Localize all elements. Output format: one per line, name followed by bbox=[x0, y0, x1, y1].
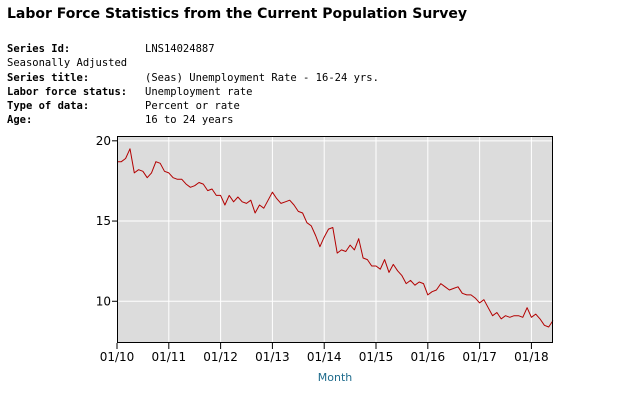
labor-force-status-label: Labor force status: bbox=[7, 85, 128, 98]
series-id-label: Series Id: bbox=[7, 43, 71, 55]
x-tick-label: 01/13 bbox=[255, 350, 290, 364]
x-tick-label: 01/15 bbox=[359, 350, 394, 364]
page-title: Labor Force Statistics from the Current … bbox=[7, 6, 467, 22]
series-group bbox=[117, 148, 554, 328]
y-tick-label: 10 bbox=[96, 294, 111, 308]
x-tick-label: 01/17 bbox=[462, 350, 497, 364]
x-tick-label: 01/16 bbox=[411, 350, 446, 364]
x-tick-label: 01/11 bbox=[152, 350, 187, 364]
series-info-row: Labor force status: Unemployment rate bbox=[7, 85, 252, 99]
series-id-value: LNS14024887 bbox=[145, 43, 215, 55]
plot-border bbox=[117, 136, 553, 343]
age-value: 16 to 24 years bbox=[145, 114, 234, 127]
labor-force-status-value: Unemployment rate bbox=[145, 85, 253, 98]
seasonally-adjusted-label: Seasonally Adjusted bbox=[7, 57, 128, 70]
y-tick-label: 15 bbox=[96, 214, 111, 228]
series-info-row: Series title: (Seas) Unemployment Rate -… bbox=[7, 71, 379, 85]
series-info-row: Seasonally Adjusted bbox=[7, 56, 145, 70]
x-tick-label: 01/18 bbox=[514, 350, 549, 364]
series-title-value: (Seas) Unemployment Rate - 16-24 yrs. bbox=[145, 71, 379, 84]
series-info-row: Type of data: Percent or rate bbox=[7, 99, 240, 113]
x-tick-label: 01/10 bbox=[100, 350, 135, 364]
series-info: Series Id: LNS14024887 Seasonally Adjust… bbox=[7, 42, 379, 128]
y-axis: 10 15 20 bbox=[96, 134, 117, 308]
type-of-data-label: Type of data: bbox=[7, 100, 90, 113]
series-info-row: Age: 16 to 24 years bbox=[7, 113, 234, 127]
series-info-row: Series Id: LNS14024887 bbox=[7, 42, 215, 56]
series-line bbox=[117, 148, 554, 328]
x-tick-label: 01/14 bbox=[307, 350, 342, 364]
y-tick-label: 20 bbox=[96, 134, 111, 148]
type-of-data-value: Percent or rate bbox=[145, 100, 240, 113]
x-axis-label: Month bbox=[318, 371, 353, 384]
series-title-label: Series title: bbox=[7, 71, 90, 84]
x-axis: 01/10 01/11 01/12 01/13 01/14 01/15 01/16 01/17… bbox=[100, 343, 549, 364]
x-tick-label: 01/12 bbox=[203, 350, 238, 364]
age-label: Age: bbox=[7, 114, 33, 127]
